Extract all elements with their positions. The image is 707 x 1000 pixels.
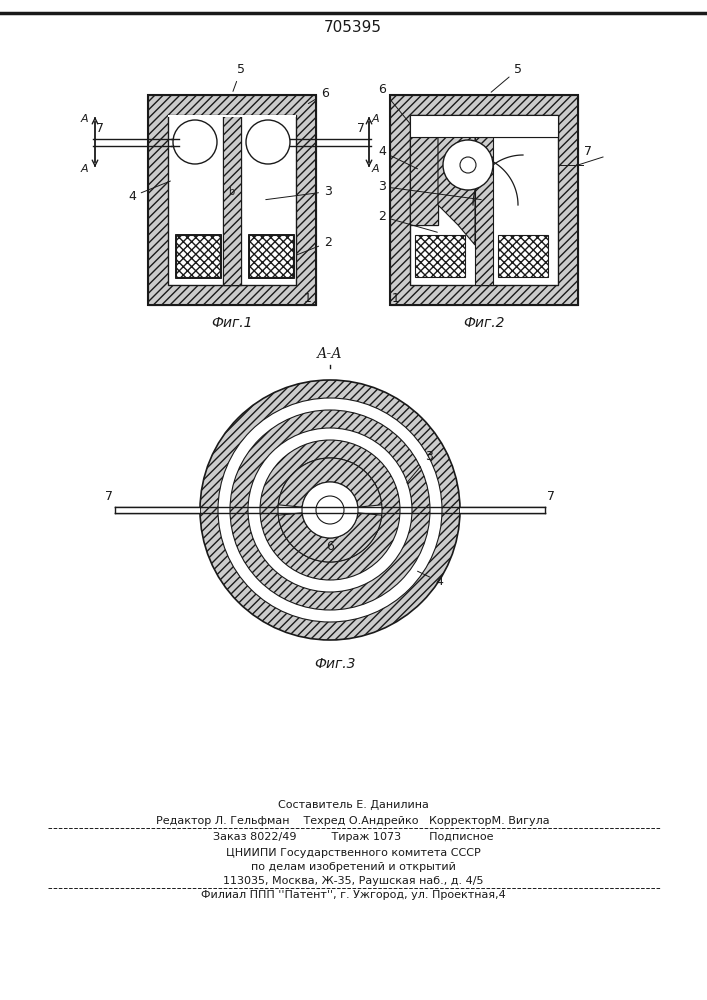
Text: Фиг.1: Фиг.1 xyxy=(211,316,252,330)
Circle shape xyxy=(248,428,412,592)
Text: 7: 7 xyxy=(584,145,592,158)
Bar xyxy=(248,234,294,278)
Bar xyxy=(415,235,465,277)
Text: 6: 6 xyxy=(326,540,334,553)
Bar xyxy=(175,234,221,278)
Text: Составитель Е. Данилина: Составитель Е. Данилина xyxy=(278,800,428,810)
Polygon shape xyxy=(410,137,475,245)
Text: по делам изобретений и открытий: по делам изобретений и открытий xyxy=(250,862,455,872)
Text: 2: 2 xyxy=(296,236,332,255)
Text: Фиг.3: Фиг.3 xyxy=(314,657,356,671)
Circle shape xyxy=(230,410,430,610)
Text: 113035, Москва, Ж-35, Раушская наб., д. 4/5: 113035, Москва, Ж-35, Раушская наб., д. … xyxy=(223,876,484,886)
Text: Филиал ППП ''Патент'', г. Ужгород, ул. Проектная,4: Филиал ППП ''Патент'', г. Ужгород, ул. П… xyxy=(201,890,506,900)
Bar xyxy=(249,235,293,277)
Bar xyxy=(148,95,316,305)
Circle shape xyxy=(246,120,290,164)
Text: 4: 4 xyxy=(418,571,443,588)
Circle shape xyxy=(218,398,442,622)
Bar xyxy=(390,95,578,305)
Bar xyxy=(410,137,438,225)
Bar xyxy=(115,507,200,513)
Circle shape xyxy=(200,380,460,640)
Bar xyxy=(249,235,293,277)
Bar xyxy=(498,235,548,277)
Bar xyxy=(148,95,316,305)
Text: Заказ 8022/49          Тираж 1073        Подписное: Заказ 8022/49 Тираж 1073 Подписное xyxy=(213,832,493,842)
Bar xyxy=(168,115,296,285)
Bar xyxy=(176,235,220,277)
Text: А: А xyxy=(81,114,88,124)
Text: 1: 1 xyxy=(392,292,400,305)
Text: 7: 7 xyxy=(105,490,113,503)
Circle shape xyxy=(278,458,382,562)
Bar xyxy=(223,115,241,285)
Circle shape xyxy=(316,496,344,524)
Text: 1: 1 xyxy=(304,292,312,305)
Text: А: А xyxy=(372,164,380,174)
Text: 3: 3 xyxy=(407,450,433,483)
Text: 3: 3 xyxy=(266,185,332,200)
Bar xyxy=(475,115,493,285)
Text: Редактор Л. Гельфман    Техред О.Андрейко   КорректорМ. Вигула: Редактор Л. Гельфман Техред О.Андрейко К… xyxy=(156,816,550,826)
Bar xyxy=(390,95,578,305)
Text: b: b xyxy=(228,187,234,197)
Text: А: А xyxy=(81,164,88,174)
Bar xyxy=(176,235,220,277)
Text: 4: 4 xyxy=(378,145,418,169)
Text: ЦНИИПИ Государственного комитета СССР: ЦНИИПИ Государственного комитета СССР xyxy=(226,848,480,858)
Circle shape xyxy=(443,140,493,190)
Text: 5: 5 xyxy=(233,63,245,91)
Bar xyxy=(168,115,296,117)
Bar xyxy=(410,115,558,137)
Bar xyxy=(410,115,558,285)
Text: 7: 7 xyxy=(96,122,104,135)
Circle shape xyxy=(260,440,400,580)
Text: А-А: А-А xyxy=(317,347,343,361)
Text: 7: 7 xyxy=(357,122,365,135)
Bar xyxy=(460,507,545,513)
Text: Фиг.2: Фиг.2 xyxy=(463,316,505,330)
Bar xyxy=(410,137,438,225)
Text: 6: 6 xyxy=(378,83,410,124)
Text: А: А xyxy=(372,114,380,124)
Bar xyxy=(410,115,558,137)
Text: 6: 6 xyxy=(308,87,329,104)
Bar xyxy=(223,115,241,285)
Text: 3: 3 xyxy=(378,180,481,200)
Polygon shape xyxy=(279,513,382,562)
Bar xyxy=(223,115,241,285)
Circle shape xyxy=(302,482,358,538)
Text: 705395: 705395 xyxy=(324,20,382,35)
Circle shape xyxy=(460,157,476,173)
Bar xyxy=(410,137,438,225)
Text: 4: 4 xyxy=(128,181,170,203)
Polygon shape xyxy=(279,458,382,507)
Text: 2: 2 xyxy=(378,210,438,232)
Text: 5: 5 xyxy=(491,63,522,92)
Text: 7: 7 xyxy=(547,490,555,503)
Circle shape xyxy=(173,120,217,164)
